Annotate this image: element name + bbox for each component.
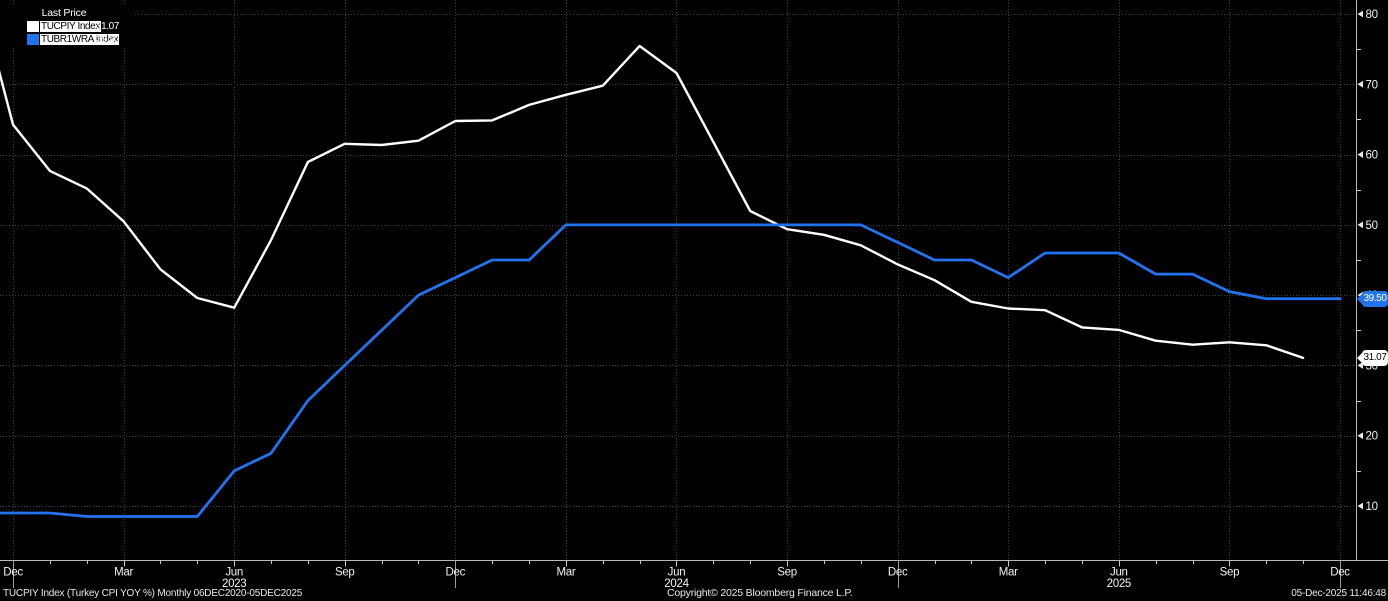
legend-label-tucpiy[interactable]: TUCPIY Index xyxy=(40,20,101,32)
x-year-label: 2023 xyxy=(222,578,246,590)
x-tick-label: Sep xyxy=(335,567,355,579)
price-tag-tubr1wra-value: 39.50 xyxy=(1363,293,1387,305)
footer-timestamp: 05-Dec-2025 11:46:48 xyxy=(1291,588,1386,599)
x-tick-label: Dec xyxy=(1330,567,1350,579)
legend-title: Last Price xyxy=(41,7,87,19)
y-tick-arrow-icon xyxy=(1357,362,1363,369)
y-tick-arrow-icon xyxy=(1357,221,1363,229)
legend-label-tubr1wra[interactable]: TUBR1WRA Index xyxy=(40,33,120,45)
y-tick-label: 50 xyxy=(1366,220,1378,232)
y-tick-label: 10 xyxy=(1366,501,1378,513)
price-tag-arrow-icon xyxy=(1357,352,1362,363)
y-tick-label: 70 xyxy=(1366,79,1378,91)
footer-security-description: TUCPIY Index (Turkey CPI YOY %) Monthly … xyxy=(3,588,303,599)
price-tag-tubr1wra: 39.50 xyxy=(1357,290,1388,307)
series-line-tucpiy-index[interactable] xyxy=(0,0,1305,360)
x-tick-label: Jun xyxy=(225,567,243,579)
y-tick-label: 60 xyxy=(1366,150,1378,162)
series-line-tubr1wra-index[interactable] xyxy=(0,223,1342,518)
y-tick-label: 20 xyxy=(1366,431,1378,443)
x-tick-label: Mar xyxy=(556,567,575,579)
y-tick-arrow-icon xyxy=(1357,151,1363,158)
x-tick-label: Dec xyxy=(446,567,466,579)
legend-value-tucpiy: 31.07 xyxy=(95,20,119,32)
x-year-label: 2024 xyxy=(664,578,689,590)
price-tag-arrow-icon xyxy=(1357,293,1362,304)
x-tick-label: Jun xyxy=(1110,567,1128,579)
y-tick-label: 80 xyxy=(1366,9,1378,21)
chart-footer: TUCPIY Index (Turkey CPI YOY %) Monthly … xyxy=(0,586,1388,601)
x-tick-label: Dec xyxy=(888,567,908,579)
y-tick-arrow-icon xyxy=(1357,502,1363,510)
legend-value-tubr1wra: 39.50 xyxy=(95,33,119,45)
x-year-label: 2025 xyxy=(1107,578,1131,590)
y-tick-arrow-icon xyxy=(1357,432,1363,440)
legend-row-tubr1wra[interactable]: TUBR1WRA Index 39.50 xyxy=(27,33,119,45)
x-tick-label: Mar xyxy=(999,567,1018,579)
legend-row-tucpiy[interactable]: TUCPIY Index 31.07 xyxy=(27,20,119,32)
footer-copyright: Copyright© 2025 Bloomberg Finance L.P. xyxy=(667,587,853,599)
x-tick-label: Mar xyxy=(114,567,133,579)
tubr1wra-series-swatch-icon xyxy=(27,33,39,45)
y-tick-arrow-icon xyxy=(1357,10,1363,18)
x-tick-label: Sep xyxy=(1220,567,1240,579)
chart-legend: Last Price TUCPIY Index 31.07 TUBR1WRA I… xyxy=(0,5,134,47)
tucpiy-series-swatch-icon xyxy=(27,20,39,32)
price-tag-tucpiy-value: 31.07 xyxy=(1363,352,1387,364)
price-tag-tucpiy: 31.07 xyxy=(1357,349,1388,366)
x-tick-label: Sep xyxy=(777,567,797,579)
x-tick-label: Dec xyxy=(3,567,23,579)
x-tick-label: Jun xyxy=(668,567,686,579)
y-tick-arrow-icon xyxy=(1357,80,1363,88)
